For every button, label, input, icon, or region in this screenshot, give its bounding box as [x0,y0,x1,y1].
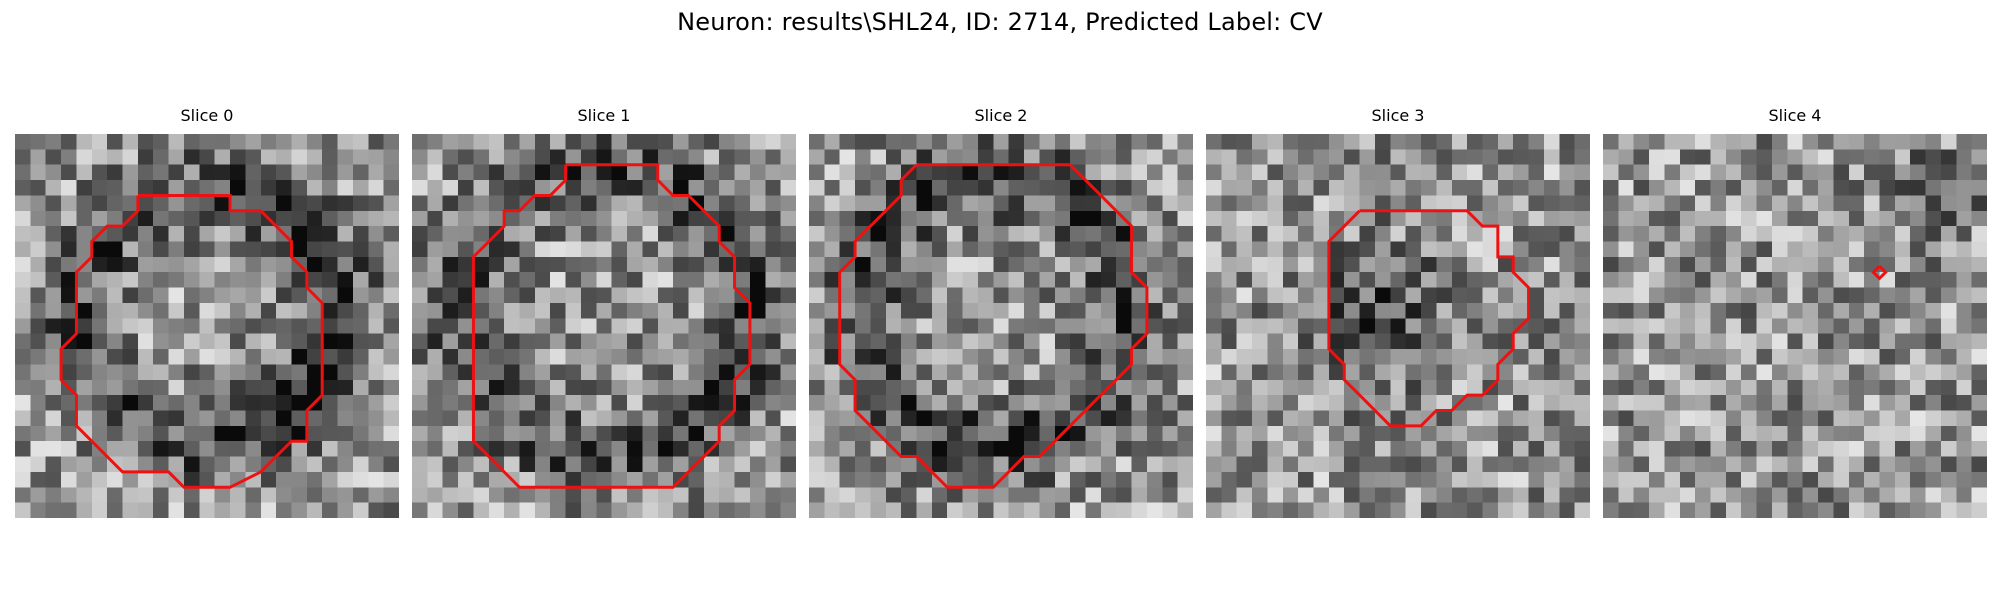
slice-image [809,134,1193,518]
slice-title: Slice 4 [1768,106,1822,125]
slice-heatmap [15,134,399,518]
slice-title: Slice 2 [974,106,1028,125]
slice-title: Slice 3 [1371,106,1425,125]
roi-contour [1329,211,1529,426]
slice-heatmap [412,134,796,518]
roi-contour [1873,266,1885,278]
roi-contour [840,165,1147,488]
slice-heatmap [1603,134,1987,518]
roi-overlay [809,134,1193,518]
slice-image [1206,134,1590,518]
slice-heatmap [1206,134,1590,518]
roi-contour [61,195,322,487]
roi-contour [473,165,749,488]
roi-overlay [412,134,796,518]
roi-overlay [1603,134,1987,518]
figure-title: Neuron: results\SHL24, ID: 2714, Predict… [677,8,1323,36]
roi-overlay [1206,134,1590,518]
slice-image [1603,134,1987,518]
slice-title: Slice 0 [180,106,234,125]
roi-overlay [15,134,399,518]
slice-image [412,134,796,518]
slice-heatmap [809,134,1193,518]
slice-title: Slice 1 [577,106,631,125]
slice-image [15,134,399,518]
